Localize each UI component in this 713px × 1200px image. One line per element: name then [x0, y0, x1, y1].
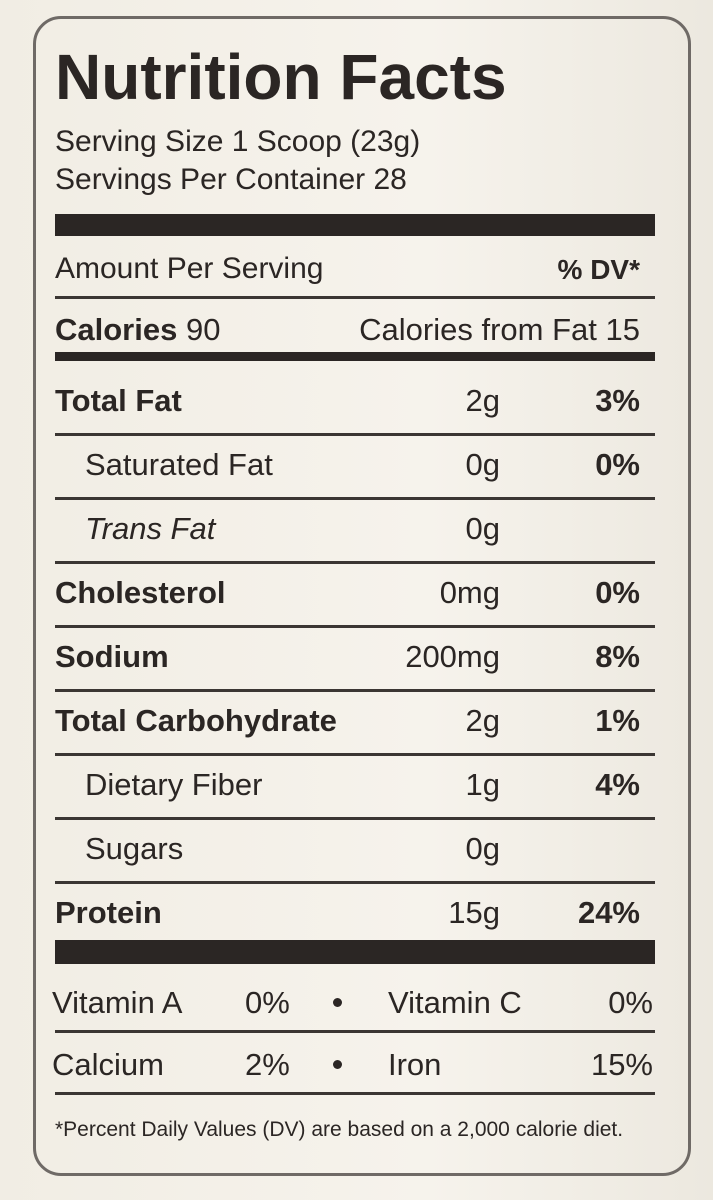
rule	[55, 689, 655, 692]
nutrient-dv: 3%	[595, 383, 640, 418]
nutrient-name: Sugars	[85, 831, 184, 866]
nutrient-dv: 0%	[595, 575, 640, 610]
vitamin-name: Vitamin A	[52, 985, 183, 1020]
thick-rule	[55, 214, 655, 236]
vitamin-name: Iron	[388, 1047, 442, 1082]
rule	[55, 817, 655, 820]
amount-per-serving: Amount Per Serving	[55, 252, 324, 285]
nutrient-dv: 24%	[577, 895, 640, 930]
nutrient-dv: 1%	[595, 703, 640, 738]
nutrient-name: Protein	[55, 895, 162, 930]
bullet	[333, 1060, 342, 1069]
thick-rule	[55, 940, 655, 964]
nutrient-dv: 8%	[595, 639, 640, 674]
nutrient-amount: 0g	[465, 831, 500, 866]
rule	[55, 753, 655, 756]
calories-label: Calories	[55, 312, 178, 347]
calories-from-fat: Calories from Fat 15	[359, 312, 640, 347]
dv-header: % DV*	[557, 254, 640, 285]
rule	[55, 433, 655, 436]
nutrient-amount: 2g	[465, 383, 500, 418]
nutrient-name: Dietary Fiber	[85, 767, 263, 802]
nutrient-amount: 0g	[465, 447, 500, 482]
nutrient-amount: 0mg	[439, 575, 500, 610]
nutrient-amount: 0g	[465, 511, 500, 546]
label-border	[33, 16, 691, 1176]
nutrient-name: Cholesterol	[55, 575, 226, 610]
title: Nutrition Facts	[55, 41, 507, 113]
nutrient-name: Sodium	[55, 639, 169, 674]
vitamin-name: Calcium	[52, 1047, 164, 1082]
rule	[55, 1092, 655, 1095]
vitamin-dv: 0%	[608, 985, 653, 1020]
nutrient-name: Trans Fat	[85, 511, 216, 546]
nutrient-amount: 200mg	[405, 639, 500, 674]
serving-size: Serving Size 1 Scoop (23g)	[55, 125, 421, 158]
servings-per-container: Servings Per Container 28	[55, 163, 407, 196]
rule	[55, 296, 655, 299]
rule	[55, 881, 655, 884]
bullet	[333, 998, 342, 1007]
nutrient-amount: 1g	[465, 767, 500, 802]
nutrient-amount: 15g	[448, 895, 500, 930]
nutrient-dv: 4%	[595, 767, 640, 802]
rule	[55, 497, 655, 500]
medium-rule	[55, 352, 655, 361]
calories-value: 90	[185, 312, 221, 347]
vitamin-dv: 15%	[590, 1047, 653, 1082]
nutrient-name: Total Fat	[55, 383, 182, 418]
nutrient-name: Saturated Fat	[85, 447, 273, 482]
rule	[55, 1030, 655, 1033]
vitamin-dv: 2%	[245, 1047, 290, 1082]
nutrient-amount: 2g	[465, 703, 500, 738]
nutrient-dv: 0%	[595, 447, 640, 482]
rule	[55, 561, 655, 564]
calories-line: Calories 90	[55, 312, 220, 348]
rule	[55, 625, 655, 628]
vitamin-name: Vitamin C	[388, 985, 522, 1020]
vitamin-dv: 0%	[245, 985, 290, 1020]
footnote: *Percent Daily Values (DV) are based on …	[55, 1118, 624, 1141]
nutrient-name: Total Carbohydrate	[55, 703, 337, 738]
